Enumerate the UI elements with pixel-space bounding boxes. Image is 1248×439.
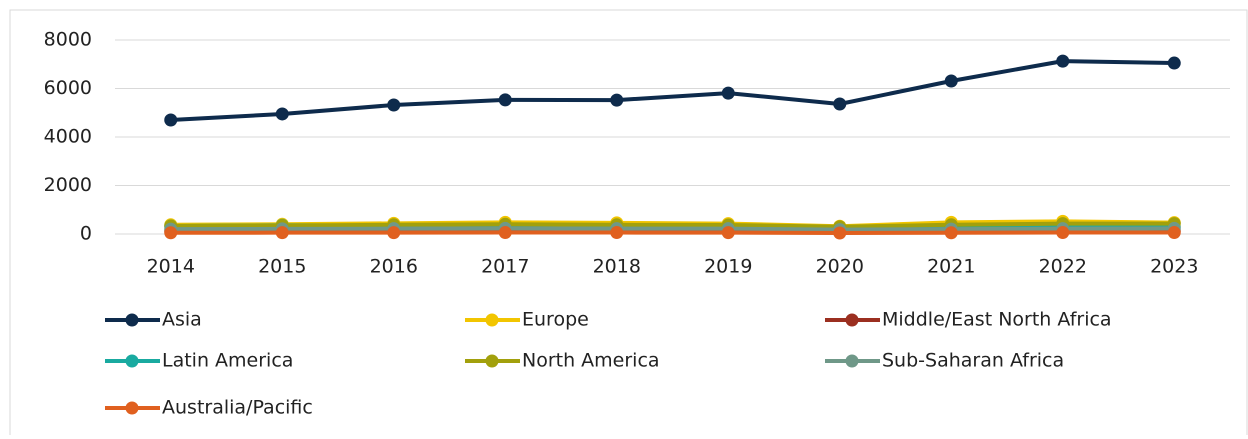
- x-tick-label: 2019: [704, 256, 752, 278]
- point: [1056, 55, 1069, 68]
- legend-marker: [126, 314, 139, 327]
- x-tick-label: 2014: [147, 256, 195, 278]
- x-tick-label: 2016: [370, 256, 418, 278]
- x-tick-label: 2021: [927, 256, 975, 278]
- y-tick-label: 2000: [44, 174, 92, 196]
- point: [722, 226, 735, 239]
- x-tick-label: 2018: [593, 256, 641, 278]
- legend-label: Asia: [162, 309, 202, 331]
- y-tick-label: 8000: [44, 29, 92, 51]
- legend-label: Middle/East North Africa: [882, 309, 1112, 331]
- series-line: [171, 61, 1175, 120]
- series-line: [171, 228, 1175, 229]
- point: [610, 94, 623, 107]
- x-tick-label: 2020: [816, 256, 864, 278]
- y-tick-label: 0: [80, 223, 92, 245]
- point: [610, 226, 623, 239]
- point: [945, 74, 958, 87]
- y-tick-label: 6000: [44, 77, 92, 99]
- legend-marker: [126, 402, 139, 415]
- legend-label: North America: [522, 350, 660, 372]
- legend-label: Sub-Saharan Africa: [882, 350, 1064, 372]
- point: [722, 87, 735, 100]
- point: [1168, 226, 1181, 239]
- legend-marker: [846, 314, 859, 327]
- point: [387, 226, 400, 239]
- point: [945, 226, 958, 239]
- legend-marker: [486, 314, 499, 327]
- legend-marker: [126, 355, 139, 368]
- point: [833, 227, 846, 240]
- point: [387, 98, 400, 111]
- point: [499, 93, 512, 106]
- legend-label: Australia/Pacific: [162, 397, 313, 419]
- point: [499, 226, 512, 239]
- x-tick-label: 2022: [1039, 256, 1087, 278]
- legend-marker: [486, 355, 499, 368]
- point: [276, 226, 289, 239]
- point: [1056, 226, 1069, 239]
- y-tick-label: 4000: [44, 126, 92, 148]
- point: [833, 98, 846, 111]
- x-tick-label: 2015: [258, 256, 306, 278]
- legend-marker: [846, 355, 859, 368]
- legend-label: Europe: [522, 309, 589, 331]
- point: [164, 226, 177, 239]
- legend-label: Latin America: [162, 350, 293, 372]
- point: [1168, 57, 1181, 70]
- x-tick-label: 2023: [1150, 256, 1198, 278]
- point: [276, 107, 289, 120]
- point: [164, 114, 177, 127]
- x-tick-label: 2017: [481, 256, 529, 278]
